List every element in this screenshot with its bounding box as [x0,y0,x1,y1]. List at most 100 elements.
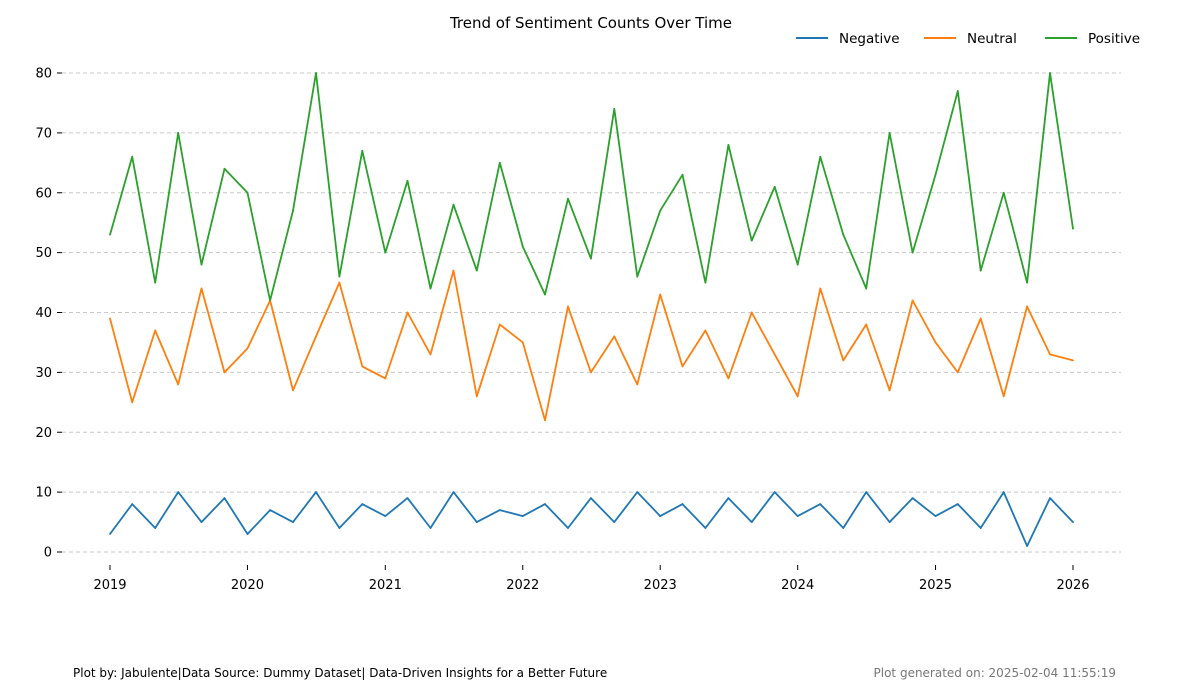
data-point-positive [475,269,478,272]
data-point-negative [979,527,982,529]
data-point-negative [934,515,937,517]
data-point-negative [475,521,478,523]
data-point-negative [704,527,707,529]
data-point-positive [567,197,569,200]
y-tick-label: 80 [35,67,52,82]
data-point-neutral [773,353,776,356]
x-tick-label: 2020 [231,578,264,593]
y-tick-label: 10 [35,486,52,501]
data-point-neutral [796,395,799,398]
data-point-negative [429,527,432,529]
data-point-negative [773,491,776,494]
data-point-neutral [1049,353,1051,356]
data-point-neutral [338,281,341,284]
data-point-negative [361,503,364,505]
series-line-negative [109,491,1074,547]
data-point-positive [659,209,662,212]
data-point-neutral [200,287,203,290]
data-point-positive [544,293,546,296]
data-point-negative [842,527,845,529]
x-tick-label: 2022 [506,578,539,593]
data-point-neutral [681,365,684,368]
data-point-neutral [819,287,822,290]
data-point-positive [819,155,822,158]
data-point-neutral [361,365,364,368]
data-point-neutral [1026,305,1028,308]
data-point-negative [888,521,891,523]
data-point-positive [590,257,592,260]
data-point-negative [315,491,317,494]
data-point-neutral [934,341,937,344]
data-point-neutral [979,317,982,320]
x-tick-label: 2025 [919,578,952,593]
y-tick-label: 0 [44,546,52,561]
data-point-neutral [911,299,914,302]
data-point-positive [200,263,203,266]
data-point-negative [865,491,868,494]
data-point-negative [796,515,799,517]
data-point-negative [567,527,569,529]
data-point-negative [727,497,730,500]
data-point-positive [384,251,387,254]
data-point-positive [315,72,317,74]
series-neutral [109,269,1074,422]
data-point-negative [521,515,524,517]
data-point-neutral [636,383,639,386]
data-point-negative [246,533,249,535]
y-tick-label: 70 [35,126,52,141]
footer-timestamp: Plot generated on: 2025-02-04 11:55:19 [873,666,1116,680]
data-point-positive [109,233,111,236]
data-point-negative [109,533,111,535]
x-tick-label: 2026 [1056,578,1089,593]
data-point-negative [659,515,662,517]
data-point-positive [521,245,524,248]
data-point-negative [956,503,959,505]
data-point-negative [1002,491,1005,494]
y-tick-label: 50 [35,246,52,261]
data-point-neutral [888,389,891,392]
data-point-neutral [544,419,546,422]
x-axis: 2019 2020 2021 2022 2023 2024 2025 2026 [93,565,1090,593]
data-point-negative [750,521,753,523]
grid-lines [62,72,1121,553]
data-point-positive [177,131,180,134]
data-point-positive [1002,191,1005,194]
data-point-positive [292,209,294,212]
data-point-neutral [590,371,592,374]
y-axis: 0 10 20 30 40 50 60 70 80 [35,67,62,561]
data-point-neutral [727,377,730,380]
data-point-negative [590,497,592,500]
data-point-negative [1049,497,1051,500]
series-line-positive [109,72,1074,302]
data-point-positive [269,299,271,302]
data-point-positive [429,287,432,290]
y-tick-label: 20 [35,426,52,441]
data-point-positive [956,90,959,92]
data-point-positive [131,155,134,158]
data-point-neutral [613,335,616,338]
data-point-positive [865,287,868,290]
footer-credit: Plot by: Jabulente|Data Source: Dummy Da… [73,666,608,680]
data-point-negative [292,521,294,523]
y-tick-label: 40 [35,306,52,321]
data-point-positive [613,108,616,110]
data-point-neutral [1002,395,1005,398]
x-tick-label: 2021 [369,578,402,593]
data-point-neutral [956,371,959,374]
data-point-positive [888,131,891,134]
data-point-negative [498,509,501,511]
data-point-positive [636,275,639,278]
data-point-neutral [842,359,845,362]
data-point-negative [636,491,639,494]
data-point-positive [704,281,707,284]
chart-title: Trend of Sentiment Counts Over Time [449,14,732,32]
x-tick-label: 2023 [644,578,677,593]
series-negative [109,491,1074,547]
data-point-neutral [659,293,662,296]
data-point-neutral [315,335,317,338]
data-point-negative [338,527,341,529]
data-point-positive [796,263,799,266]
data-point-negative [613,521,616,523]
data-point-positive [773,185,776,188]
